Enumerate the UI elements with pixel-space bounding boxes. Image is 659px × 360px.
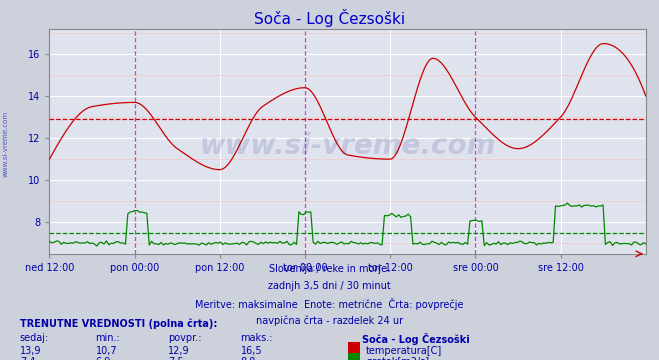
Text: min.:: min.:	[96, 333, 121, 343]
Text: Soča - Log Čezsoški: Soča - Log Čezsoški	[254, 9, 405, 27]
Text: Soča - Log Čezsoški: Soča - Log Čezsoški	[362, 333, 471, 345]
Text: 7,5: 7,5	[168, 357, 184, 360]
Text: www.si-vreme.com: www.si-vreme.com	[200, 132, 496, 160]
Text: pretok[m3/s]: pretok[m3/s]	[366, 357, 429, 360]
Text: 13,9: 13,9	[20, 346, 42, 356]
Text: 10,7: 10,7	[96, 346, 117, 356]
Text: zadnjh 3,5 dni / 30 minut: zadnjh 3,5 dni / 30 minut	[268, 281, 391, 291]
Text: 16,5: 16,5	[241, 346, 262, 356]
Text: Meritve: maksimalne  Enote: metrične  Črta: povprečje: Meritve: maksimalne Enote: metrične Črta…	[195, 298, 464, 310]
Text: 7,4: 7,4	[20, 357, 36, 360]
Text: 6,9: 6,9	[96, 357, 111, 360]
Text: temperatura[C]: temperatura[C]	[366, 346, 442, 356]
Text: Slovenija / reke in morje.: Slovenija / reke in morje.	[269, 264, 390, 274]
Text: www.si-vreme.com: www.si-vreme.com	[2, 111, 9, 177]
Text: maks.:: maks.:	[241, 333, 273, 343]
Text: navpična črta - razdelek 24 ur: navpična črta - razdelek 24 ur	[256, 315, 403, 326]
Text: 12,9: 12,9	[168, 346, 190, 356]
Text: povpr.:: povpr.:	[168, 333, 202, 343]
Text: 8,8: 8,8	[241, 357, 256, 360]
Text: sedaj:: sedaj:	[20, 333, 49, 343]
Text: TRENUTNE VREDNOSTI (polna črta):: TRENUTNE VREDNOSTI (polna črta):	[20, 319, 217, 329]
